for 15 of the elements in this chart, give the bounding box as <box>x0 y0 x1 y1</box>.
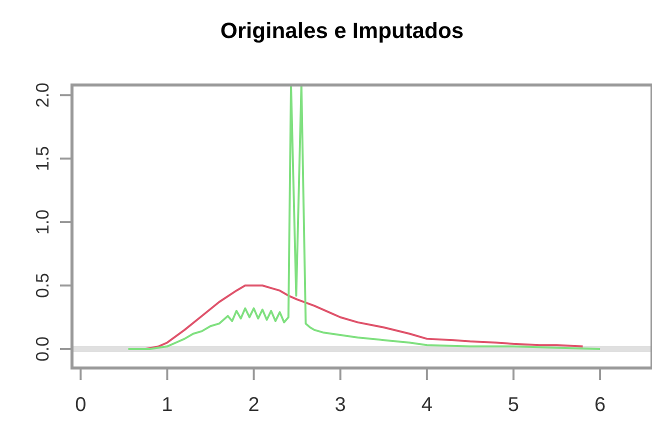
x-tick-label: 4 <box>421 394 432 416</box>
line-series <box>127 85 602 350</box>
x-tick-label: 1 <box>162 394 173 416</box>
y-tick-label: 0.0 <box>32 336 52 362</box>
x-tick-label: 2 <box>248 394 260 416</box>
y-tick-label: 0.5 <box>32 272 52 298</box>
x-tick-label: 6 <box>594 394 606 416</box>
chart-title: Originales e Imputados <box>220 18 464 43</box>
y-tick-label: 2.0 <box>32 82 52 108</box>
y-tick-label: 1.0 <box>32 210 52 235</box>
x-tick-label: 0 <box>75 394 86 416</box>
x-tick-label: 3 <box>334 394 346 416</box>
x-tick-label: 5 <box>508 394 520 416</box>
line-series <box>144 284 584 350</box>
y-tick-label: 1.5 <box>32 146 52 172</box>
